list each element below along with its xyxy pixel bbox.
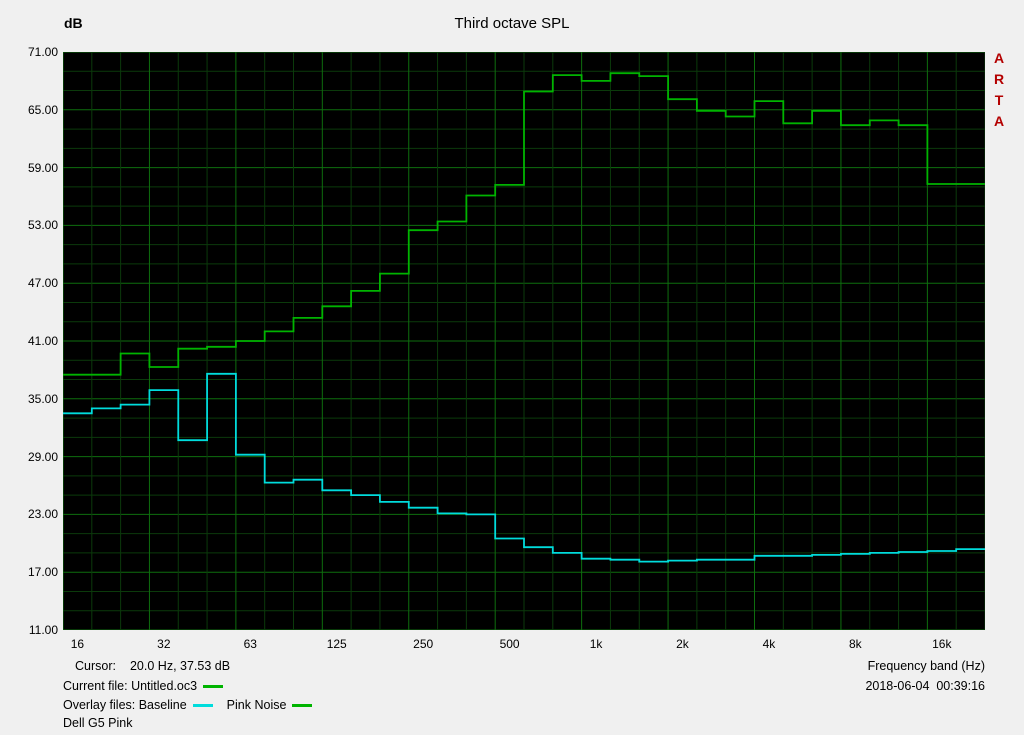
status-row-cursor: Cursor: 20.0 Hz, 37.53 dB Frequency band … <box>63 659 985 673</box>
y-tick-label: 35.00 <box>27 391 58 406</box>
current-file-label: Current file: Untitled.oc3 <box>63 679 198 693</box>
arta-logo-letter: T <box>994 92 1004 108</box>
overlay-baseline-swatch <box>192 703 213 707</box>
x-tick-label: 32 <box>157 637 171 651</box>
current-file-curve-swatch <box>203 684 224 688</box>
x-tick-label: 2k <box>676 637 689 651</box>
y-tick-label: 23.00 <box>27 507 58 522</box>
x-tick-label: 8k <box>849 637 862 651</box>
y-tick-label: 47.00 <box>27 276 58 291</box>
y-tick-label: 59.00 <box>27 160 58 175</box>
x-tick-label: 16 <box>70 637 85 651</box>
y-tick-label: 11.00 <box>28 623 58 637</box>
y-tick-label: 41.00 <box>27 334 58 348</box>
series-baseline <box>63 372 985 563</box>
x-tick-label: 125 <box>326 637 347 651</box>
memo-text: Dell G5 Pink <box>63 716 133 730</box>
status-row-overlays: Overlay files: Baseline Pink Noise <box>63 698 985 712</box>
y-axis-unit-label: dB <box>64 15 83 31</box>
series-pink-noise <box>63 72 985 376</box>
chart-title: Third octave SPL <box>454 15 570 32</box>
x-tick-label: 63 <box>243 637 257 651</box>
arta-logo: A R T A <box>990 48 1008 132</box>
x-tick-label: 1k <box>589 637 603 651</box>
y-tick-label: 29.00 <box>27 449 58 464</box>
spl-chart-svg <box>63 52 985 630</box>
cursor-label: Cursor: <box>75 659 116 673</box>
plot-area[interactable] <box>63 52 985 630</box>
status-row-current-file: Current file: Untitled.oc3 2018-06-04 00… <box>63 679 985 693</box>
x-tick-label: 250 <box>413 637 434 651</box>
y-tick-label: 65.00 <box>27 102 58 117</box>
x-tick-label: 4k <box>762 637 776 651</box>
y-tick-label: 17.00 <box>27 565 58 580</box>
cursor-readout: 20.0 Hz, 37.53 dB <box>129 659 231 673</box>
arta-logo-letter: A <box>993 113 1005 129</box>
y-tick-label: 71.00 <box>27 45 58 59</box>
status-row-memo: Dell G5 Pink <box>63 716 985 730</box>
y-tick-label: 53.00 <box>27 218 58 233</box>
overlay-pink-noise-swatch <box>292 703 313 707</box>
x-tick-label: 16k <box>932 637 952 651</box>
measurement-datetime: 2018-06-04 00:39:16 <box>865 679 985 693</box>
overlay-files-label: Overlay files: Baseline <box>63 698 187 712</box>
x-tick-label: 500 <box>499 637 520 651</box>
overlay-pink-noise-label: Pink Noise <box>226 698 287 712</box>
arta-logo-letter: R <box>993 71 1005 87</box>
arta-logo-letter: A <box>993 50 1005 66</box>
x-axis-title: Frequency band (Hz) <box>867 659 985 673</box>
